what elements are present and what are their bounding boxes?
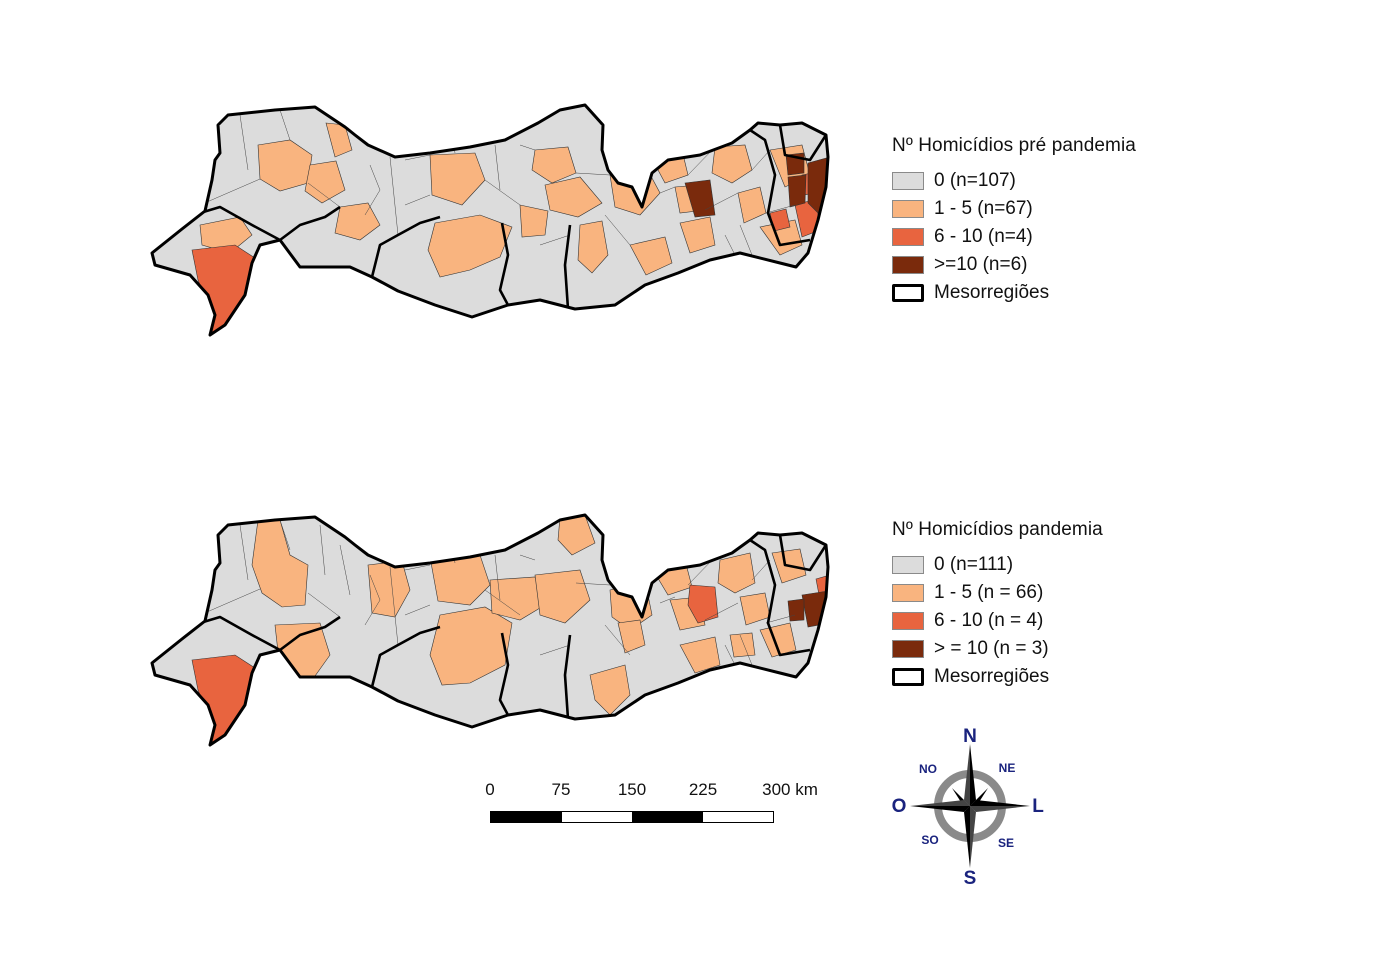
compass-label-se: SE	[998, 836, 1014, 850]
legend-swatch	[892, 228, 924, 246]
legend-swatch-boundary	[892, 668, 924, 686]
scale-label-75: 75	[551, 780, 571, 799]
legend-swatch	[892, 584, 924, 602]
legend-item-high: > = 10 (n = 3)	[892, 635, 1103, 663]
legend-label: Mesorregiões	[934, 282, 1050, 303]
legend-label: 1 - 5 (n=67)	[934, 198, 1033, 219]
scale-segment	[491, 812, 562, 822]
legend-label: >=10 (n=6)	[934, 254, 1028, 275]
scale-segment	[561, 812, 632, 822]
legend-title: Nº Homicídios pandemia	[892, 519, 1103, 540]
legend-swatch	[892, 612, 924, 630]
compass-label-s: S	[964, 868, 977, 889]
legend-title: Nº Homicídios pré pandemia	[892, 135, 1136, 156]
legend-item-mesoregion: Mesorregiões	[892, 279, 1136, 307]
map-pre-pandemia	[140, 95, 840, 345]
state-outline	[150, 513, 830, 747]
legend-swatch	[892, 556, 924, 574]
map-pandemia	[140, 505, 840, 755]
choropleth-pre-pandemia	[150, 103, 830, 337]
legend-swatch	[892, 256, 924, 274]
legend-item-zero: 0 (n=111)	[892, 551, 1103, 579]
compass-label-n: N	[963, 726, 977, 747]
compass-label-so: SO	[921, 833, 938, 847]
legend-label: > = 10 (n = 3)	[934, 638, 1049, 659]
legend-swatch-boundary	[892, 284, 924, 302]
legend-item-mesoregion: Mesorregiões	[892, 663, 1103, 691]
compass-label-o: O	[892, 796, 907, 817]
legend-label: 1 - 5 (n = 66)	[934, 582, 1044, 603]
compass-rose-svg: N S O L NO NE SO SE	[892, 726, 1045, 889]
legend-item-mid: 6 - 10 (n = 4)	[892, 607, 1103, 635]
compass-label-l: L	[1032, 796, 1044, 817]
scale-segment	[702, 812, 773, 822]
scale-bar: 0 75 150 225 300 km	[470, 775, 850, 835]
compass-label-no: NO	[919, 762, 937, 776]
compass-label-ne: NE	[999, 761, 1016, 775]
legend-item-low: 1 - 5 (n=67)	[892, 195, 1136, 223]
scale-label-300: 300 km	[762, 780, 818, 799]
scale-label-150: 150	[617, 780, 647, 799]
legend-label: 0 (n=111)	[934, 554, 1014, 575]
legend-item-low: 1 - 5 (n = 66)	[892, 579, 1103, 607]
legend-label: 6 - 10 (n=4)	[934, 226, 1033, 247]
legend-swatch	[892, 640, 924, 658]
choropleth-pandemia	[150, 513, 830, 747]
scale-segment	[632, 812, 703, 822]
legend-label: 0 (n=107)	[934, 170, 1016, 191]
legend-item-mid: 6 - 10 (n=4)	[892, 223, 1136, 251]
compass-rose-icon: N S O L NO NE SO SE	[880, 720, 1060, 890]
state-outline	[150, 103, 830, 337]
legend-pre-pandemia: Nº Homicídios pré pandemia 0 (n=107) 1 -…	[892, 135, 1136, 307]
legend-swatch	[892, 172, 924, 190]
compass-cardinals	[910, 744, 1030, 868]
legend-item-zero: 0 (n=107)	[892, 167, 1136, 195]
legend-label: Mesorregiões	[934, 666, 1050, 687]
legend-item-high: >=10 (n=6)	[892, 251, 1136, 279]
scale-bar-segments	[490, 811, 774, 823]
legend-label: 6 - 10 (n = 4)	[934, 610, 1044, 631]
legend-pandemia: Nº Homicídios pandemia 0 (n=111) 1 - 5 (…	[892, 519, 1103, 691]
legend-swatch	[892, 200, 924, 218]
scale-label-225: 225	[688, 780, 718, 799]
scale-label-0: 0	[485, 780, 495, 799]
